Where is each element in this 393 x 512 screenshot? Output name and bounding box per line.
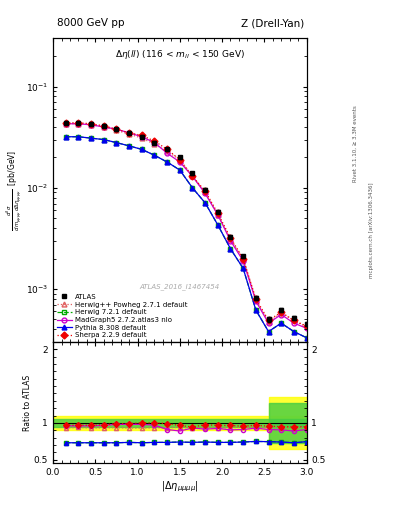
Bar (268, 397, 307, 449)
Y-axis label: $\frac{d^2\sigma}{d\,m_{\mu\mu\mu\mu}\,d\Delta\eta_{\mu\mu\mu\mu}}$  [pb/GeV]: $\frac{d^2\sigma}{d\,m_{\mu\mu\mu\mu}\,d… (5, 150, 24, 231)
Legend: ATLAS, Herwig++ Powheg 2.7.1 default, Herwig 7.2.1 default, MadGraph5 2.7.2.atla: ATLAS, Herwig++ Powheg 2.7.1 default, He… (55, 292, 189, 340)
Bar (53, 419, 307, 426)
X-axis label: $|\Delta\eta_{\mu\mu\mu\mu}|$: $|\Delta\eta_{\mu\mu\mu\mu}|$ (161, 480, 199, 495)
Text: Z (Drell-Yan): Z (Drell-Yan) (241, 18, 305, 28)
Text: ATLAS_2016_I1467454: ATLAS_2016_I1467454 (140, 284, 220, 290)
Text: $\Delta\eta(ll)$ (116 < $m_{ll}$ < 150 GeV): $\Delta\eta(ll)$ (116 < $m_{ll}$ < 150 G… (115, 48, 245, 60)
Bar (268, 403, 307, 443)
Y-axis label: Ratio to ATLAS: Ratio to ATLAS (24, 375, 33, 431)
Text: 8000 GeV pp: 8000 GeV pp (57, 18, 125, 28)
Text: mcplots.cern.ch [arXiv:1306.3436]: mcplots.cern.ch [arXiv:1306.3436] (369, 183, 374, 278)
Bar (53, 416, 307, 430)
Text: Rivet 3.1.10, ≥ 3.3M events: Rivet 3.1.10, ≥ 3.3M events (353, 105, 358, 182)
